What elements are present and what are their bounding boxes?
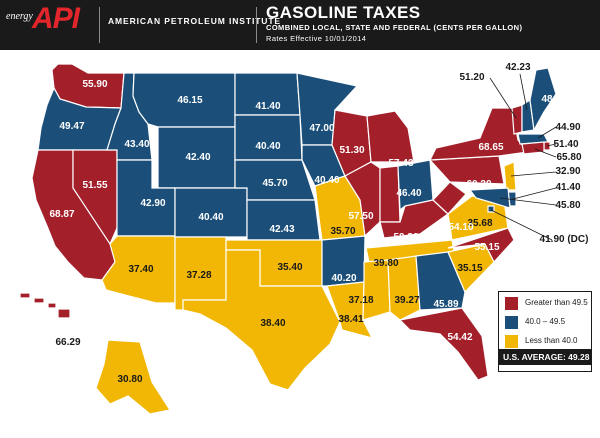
callout-line-vt xyxy=(489,77,517,119)
value-label-dc: 41.90 (DC) xyxy=(540,234,589,245)
state-ak xyxy=(95,339,171,415)
value-label-al: 39.27 xyxy=(394,295,419,306)
callout-line-nh xyxy=(519,73,528,111)
state-nc xyxy=(447,227,515,264)
state-me xyxy=(529,67,557,132)
page-subtitle: COMBINED LOCAL, STATE AND FEDERAL (CENTS… xyxy=(266,23,523,32)
value-label-wi: 51.30 xyxy=(339,145,364,156)
value-label-ok: 35.40 xyxy=(277,262,302,273)
value-label-ct: 65.80 xyxy=(556,152,581,163)
value-label-fl: 54.42 xyxy=(447,332,472,343)
value-label-sc: 35.15 xyxy=(457,263,482,274)
value-label-id: 43.40 xyxy=(124,139,149,150)
callout-leaders xyxy=(489,73,557,241)
value-label-ma: 44.90 xyxy=(555,122,580,133)
legend-swatch-low xyxy=(505,335,518,348)
state-sd xyxy=(234,114,303,161)
value-label-mt: 46.15 xyxy=(177,95,202,106)
value-label-ia: 40.40 xyxy=(314,175,339,186)
effective-date: Rates Effective 10/01/2014 xyxy=(266,34,367,43)
value-label-tn: 39.80 xyxy=(373,258,398,269)
legend-label: Greater than 49.5 xyxy=(525,298,588,307)
header-divider xyxy=(99,7,100,43)
legend-label: Less than 40.0 xyxy=(525,336,578,345)
value-label-hi: 66.29 xyxy=(55,337,80,348)
state-mi xyxy=(366,110,415,163)
value-label-il: 57.50 xyxy=(348,211,373,222)
value-label-or: 49.47 xyxy=(59,121,84,132)
us-average: U.S. AVERAGE: 49.28 xyxy=(498,349,592,365)
page-title: GASOLINE TAXES xyxy=(266,3,421,22)
value-label-de: 41.40 xyxy=(555,182,580,193)
state-ny xyxy=(428,107,530,161)
state-md xyxy=(468,187,511,209)
callout-line-ri xyxy=(546,143,557,147)
callout-line-ct xyxy=(534,148,557,158)
value-label-va: 35.68 xyxy=(467,218,492,229)
api-logo: API xyxy=(32,2,80,35)
value-label-ky: 50.30 xyxy=(393,232,418,243)
state-hi xyxy=(19,292,71,319)
value-label-ri: 51.40 xyxy=(553,139,578,150)
state-vt xyxy=(511,104,523,135)
value-label-ne: 45.70 xyxy=(262,178,287,189)
legend-swatch-mid xyxy=(505,316,518,329)
callout-line-dc xyxy=(490,209,553,241)
organization-name: AMERICAN PETROLEUM INSTITUTE xyxy=(108,16,282,26)
value-label-ny: 68.65 xyxy=(478,142,503,153)
value-label-mn: 47.00 xyxy=(309,123,334,134)
value-label-wa: 55.90 xyxy=(82,79,107,90)
value-label-mo: 35.70 xyxy=(330,226,355,237)
value-label-sd: 40.40 xyxy=(255,141,280,152)
callout-line-md xyxy=(499,197,557,206)
state-ms xyxy=(362,259,391,321)
value-label-ga: 45.89 xyxy=(433,299,458,310)
value-label-wv: 54.10 xyxy=(448,222,473,233)
state-nj xyxy=(503,161,517,191)
state-tx xyxy=(182,249,341,391)
value-label-nd: 41.40 xyxy=(255,101,280,112)
value-label-vt: 51.20 xyxy=(459,72,484,83)
value-label-ak: 30.80 xyxy=(117,374,142,385)
value-label-tx: 38.40 xyxy=(260,318,285,329)
value-label-pa: 60.20 xyxy=(466,179,491,190)
value-label-nc: 55.15 xyxy=(474,242,499,253)
callout-line-nj xyxy=(510,171,557,177)
value-label-nh: 42.23 xyxy=(505,62,530,73)
state-ct xyxy=(521,141,545,155)
state-wv xyxy=(432,181,467,215)
legend-swatch-high xyxy=(505,297,518,310)
value-label-ca: 68.87 xyxy=(49,209,74,220)
value-label-me: 48.41 xyxy=(541,94,566,105)
legend-label: 40.0 – 49.5 xyxy=(525,317,566,326)
header-bar: energy API AMERICAN PETROLEUM INSTITUTE … xyxy=(0,0,600,50)
callout-line-ma xyxy=(537,126,557,139)
value-label-nv: 51.55 xyxy=(82,180,107,191)
state-fl xyxy=(398,307,489,381)
value-label-la: 38.41 xyxy=(338,314,363,325)
value-label-md: 45.80 xyxy=(555,200,580,211)
logo-prefix: energy xyxy=(6,11,33,22)
state-al xyxy=(387,255,421,321)
value-label-az: 37.40 xyxy=(128,264,153,275)
value-label-mi: 57.43 xyxy=(388,158,413,169)
state-ga xyxy=(415,251,466,311)
callout-line-de xyxy=(512,187,557,200)
value-label-ar: 40.20 xyxy=(331,273,356,284)
state-shapes xyxy=(19,63,557,415)
value-label-ut: 42.90 xyxy=(140,198,165,209)
value-label-wy: 42.40 xyxy=(185,152,210,163)
value-label-oh: 46.40 xyxy=(396,188,421,199)
header-divider xyxy=(256,7,257,43)
value-label-co: 40.40 xyxy=(198,212,223,223)
value-label-nj: 32.90 xyxy=(555,166,580,177)
value-label-nm: 37.28 xyxy=(186,270,211,281)
value-label-ms: 37.18 xyxy=(348,295,373,306)
value-label-ks: 42.43 xyxy=(269,224,294,235)
value-label-in: 57.75 xyxy=(364,237,389,248)
state-value-labels: 55.90 49.47 68.87 51.55 43.40 46.15 42.40 42.90… xyxy=(49,62,588,385)
